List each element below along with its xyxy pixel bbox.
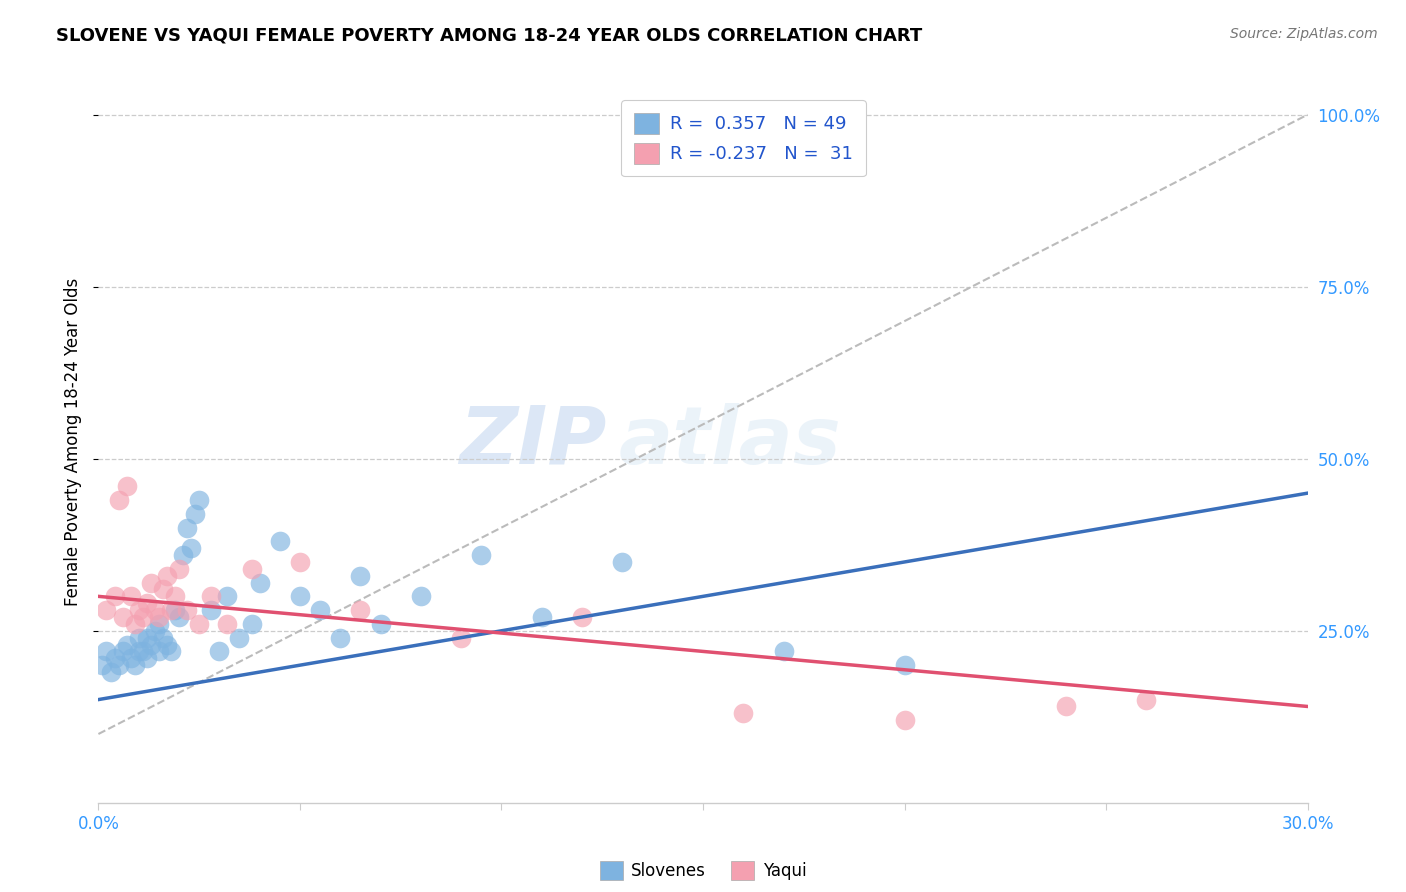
Point [156, 638, 179, 652]
Y-axis label: Female Poverty Among 18-24 Year Olds: Female Poverty Among 18-24 Year Olds [65, 277, 83, 606]
Point [733, 706, 755, 721]
Point [269, 534, 291, 549]
Point [409, 590, 432, 604]
Point [148, 616, 170, 631]
Point [107, 493, 129, 508]
Point [450, 631, 472, 645]
Point [135, 631, 157, 645]
Point [188, 493, 211, 508]
Point [200, 590, 222, 604]
Point [111, 644, 134, 658]
Point [163, 603, 186, 617]
Point [349, 568, 371, 582]
Point [180, 541, 202, 556]
Point [132, 644, 155, 658]
Point [240, 616, 263, 631]
Point [1135, 692, 1157, 706]
Text: Source: ZipAtlas.com: Source: ZipAtlas.com [1230, 27, 1378, 41]
Point [188, 616, 211, 631]
Point [711, 108, 734, 122]
Point [249, 575, 271, 590]
Point [139, 575, 162, 590]
Point [100, 665, 122, 679]
Point [107, 658, 129, 673]
Point [167, 562, 190, 576]
Point [893, 658, 915, 673]
Point [124, 616, 146, 631]
Point [124, 658, 146, 673]
Point [143, 624, 166, 638]
Point [152, 582, 174, 597]
Point [135, 596, 157, 610]
Point [329, 631, 352, 645]
Point [172, 548, 194, 562]
Point [120, 651, 142, 665]
Point [128, 603, 150, 617]
Point [139, 638, 162, 652]
Point [208, 644, 231, 658]
Point [167, 610, 190, 624]
Point [288, 590, 311, 604]
Legend: Slovenes, Yaqui: Slovenes, Yaqui [593, 855, 813, 887]
Point [288, 555, 311, 569]
Point [309, 603, 332, 617]
Text: SLOVENE VS YAQUI FEMALE POVERTY AMONG 18-24 YEAR OLDS CORRELATION CHART: SLOVENE VS YAQUI FEMALE POVERTY AMONG 18… [56, 27, 922, 45]
Point [176, 603, 198, 617]
Point [143, 603, 166, 617]
Point [470, 548, 492, 562]
Point [128, 644, 150, 658]
Point [103, 651, 125, 665]
Point [1054, 699, 1077, 714]
Point [115, 638, 138, 652]
Point [120, 590, 142, 604]
Point [200, 603, 222, 617]
Point [160, 603, 183, 617]
Text: ZIP: ZIP [458, 402, 606, 481]
Point [132, 610, 155, 624]
Point [571, 610, 593, 624]
Point [111, 610, 134, 624]
Point [128, 631, 150, 645]
Point [612, 555, 634, 569]
Point [733, 108, 755, 122]
Point [530, 610, 553, 624]
Point [217, 616, 239, 631]
Point [163, 590, 186, 604]
Point [96, 603, 118, 617]
Point [91, 658, 114, 673]
Point [135, 651, 157, 665]
Point [156, 568, 179, 582]
Point [752, 108, 775, 122]
Point [148, 610, 170, 624]
Point [893, 713, 915, 727]
Point [184, 507, 207, 521]
Point [772, 644, 794, 658]
Point [228, 631, 250, 645]
Point [217, 590, 239, 604]
Point [103, 590, 125, 604]
Point [115, 479, 138, 493]
Point [176, 520, 198, 534]
Point [349, 603, 371, 617]
Point [148, 644, 170, 658]
Point [152, 631, 174, 645]
Point [370, 616, 392, 631]
Text: atlas: atlas [619, 402, 841, 481]
Point [160, 644, 183, 658]
Point [96, 644, 118, 658]
Point [240, 562, 263, 576]
